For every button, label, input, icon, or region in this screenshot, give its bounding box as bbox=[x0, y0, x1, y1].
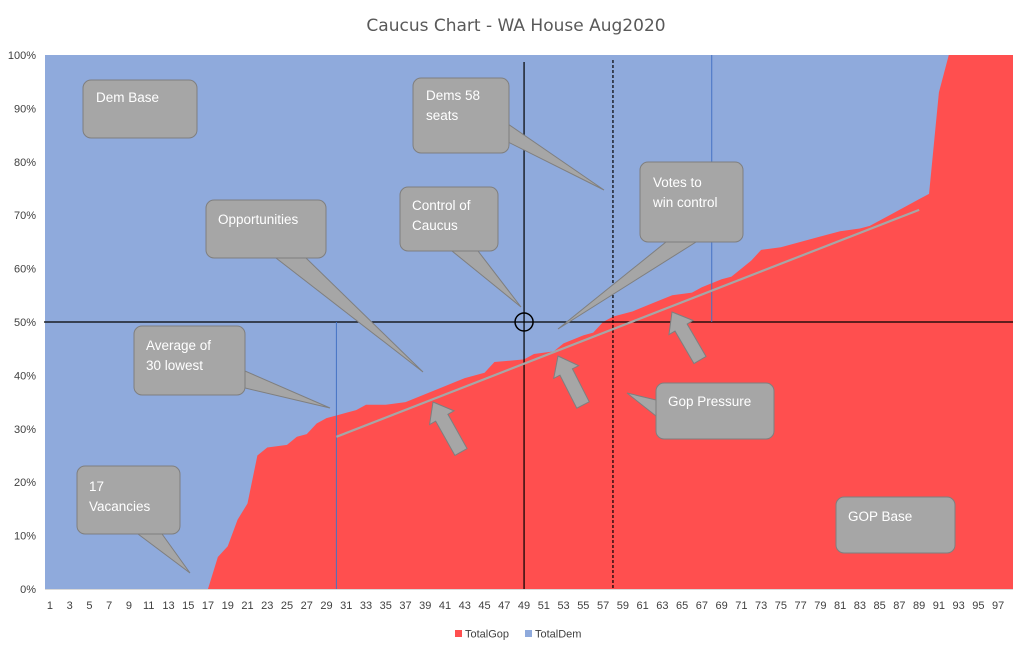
x-tick-label: 1 bbox=[47, 600, 53, 612]
y-tick-label: 100% bbox=[8, 50, 36, 62]
gop-pressure-arrow-1 bbox=[428, 401, 468, 457]
callout-label-average: 30 lowest bbox=[146, 358, 203, 373]
x-tick-label: 79 bbox=[814, 600, 826, 612]
y-tick-label: 60% bbox=[14, 264, 36, 276]
x-tick-label: 39 bbox=[419, 600, 431, 612]
callout-box-vacancies bbox=[76, 465, 181, 535]
x-tick-label: 45 bbox=[478, 600, 490, 612]
x-tick-label: 43 bbox=[459, 600, 471, 612]
x-tick-label: 37 bbox=[399, 600, 411, 612]
x-tick-label: 11 bbox=[143, 600, 154, 612]
y-tick-label: 90% bbox=[14, 103, 36, 115]
callout-label-vacancies: Vacancies bbox=[89, 499, 151, 514]
y-tick-label: 10% bbox=[14, 531, 36, 543]
callout-join-dems-58 bbox=[480, 124, 508, 128]
y-tick-label: 40% bbox=[14, 370, 36, 382]
callout-label-dem-base: Dem Base bbox=[96, 90, 159, 105]
x-tick-label: 3 bbox=[67, 600, 73, 612]
callout-label-dems-58: seats bbox=[426, 108, 459, 123]
callout-box-gop-base bbox=[835, 496, 956, 554]
callout-label-average: Average of bbox=[146, 338, 211, 353]
x-tick-label: 61 bbox=[636, 600, 648, 612]
x-tick-label: 31 bbox=[340, 600, 352, 612]
callout-box-opportunities bbox=[205, 199, 327, 259]
callout-label-votes: Votes to bbox=[653, 175, 702, 190]
gop-pressure-arrow-3 bbox=[668, 311, 707, 365]
x-tick-label: 75 bbox=[775, 600, 787, 612]
axes: 0%10%20%30%40%50%60%70%80%90%100%1 3 5 7 9 11… bbox=[8, 50, 1013, 612]
callout-box-dem-base bbox=[82, 79, 198, 139]
annotations: Dem Base Dems 58 seats Opportunities Control… bbox=[76, 77, 956, 574]
x-tick-label: 21 bbox=[241, 600, 253, 612]
legend-swatch-totalgop bbox=[455, 630, 462, 637]
x-tick-label: 77 bbox=[795, 600, 807, 612]
x-tick-label: 63 bbox=[656, 600, 668, 612]
x-tick-label: 5 bbox=[86, 600, 92, 612]
series-area-totalgop bbox=[45, 55, 1013, 589]
x-tick-label: 93 bbox=[953, 600, 965, 612]
x-tick-label: 19 bbox=[222, 600, 234, 612]
y-tick-label: 70% bbox=[14, 210, 36, 222]
callout-label-control: Control of bbox=[412, 198, 471, 213]
callout-label-gop-pressure: Gop Pressure bbox=[668, 394, 751, 409]
x-tick-label: 23 bbox=[261, 600, 273, 612]
y-tick-label: 80% bbox=[14, 157, 36, 169]
x-tick-label: 47 bbox=[498, 600, 510, 612]
x-tick-label: 65 bbox=[676, 600, 688, 612]
x-tick-label: 25 bbox=[281, 600, 293, 612]
x-tick-label: 9 bbox=[126, 600, 132, 612]
x-tick-label: 69 bbox=[715, 600, 727, 612]
y-tick-label: 50% bbox=[14, 317, 36, 329]
x-tick-label: 15 bbox=[182, 600, 194, 612]
callout-box-control bbox=[399, 186, 499, 252]
legend-label-totaldem: TotalDem bbox=[535, 629, 581, 641]
callout-label-opportunities: Opportunities bbox=[218, 212, 299, 227]
callout-label-dems-58: Dems 58 bbox=[426, 88, 480, 103]
x-tick-label: 13 bbox=[162, 600, 174, 612]
x-tick-label: 51 bbox=[538, 600, 550, 612]
x-tick-label: 35 bbox=[380, 600, 392, 612]
y-tick-label: 20% bbox=[14, 477, 36, 489]
legend-label-totalgop: TotalGop bbox=[465, 629, 509, 641]
callout-label-vacancies: 17 bbox=[89, 479, 104, 494]
x-tick-label: 91 bbox=[933, 600, 945, 612]
x-tick-label: 71 bbox=[735, 600, 747, 612]
x-tick-label: 89 bbox=[913, 600, 925, 612]
x-tick-label: 85 bbox=[874, 600, 886, 612]
y-tick-label: 0% bbox=[20, 584, 36, 596]
x-tick-label: 81 bbox=[834, 600, 846, 612]
x-tick-label: 27 bbox=[301, 600, 313, 612]
gop-pressure-arrow-2 bbox=[553, 355, 590, 409]
x-tick-label: 17 bbox=[202, 600, 214, 612]
legend-swatch-totaldem bbox=[525, 630, 532, 637]
x-tick-label: 67 bbox=[696, 600, 708, 612]
trendline bbox=[335, 208, 920, 438]
callout-box-votes bbox=[639, 161, 744, 243]
callout-box-dems-58 bbox=[412, 77, 510, 154]
x-tick-label: 83 bbox=[854, 600, 866, 612]
x-tick-label: 53 bbox=[557, 600, 569, 612]
callout-box-gop-pressure bbox=[655, 382, 775, 440]
x-tick-label: 95 bbox=[972, 600, 984, 612]
control-point-marker bbox=[514, 312, 534, 332]
x-tick-label: 55 bbox=[577, 600, 589, 612]
x-tick-label: 29 bbox=[320, 600, 332, 612]
x-tick-label: 7 bbox=[106, 600, 112, 612]
x-tick-label: 73 bbox=[755, 600, 767, 612]
chart-title: Caucus Chart - WA House Aug2020 bbox=[366, 16, 665, 36]
x-tick-label: 59 bbox=[617, 600, 629, 612]
legend: TotalGop TotalDem bbox=[455, 629, 581, 641]
y-tick-label: 30% bbox=[14, 424, 36, 436]
x-tick-label: 49 bbox=[518, 600, 530, 612]
callout-box-average bbox=[133, 325, 246, 396]
x-tick-label: 57 bbox=[597, 600, 609, 612]
x-tick-label: 33 bbox=[360, 600, 372, 612]
callout-label-control: Caucus bbox=[412, 218, 458, 233]
callout-label-votes: win control bbox=[652, 195, 718, 210]
x-tick-label: 87 bbox=[893, 600, 905, 612]
x-tick-label: 97 bbox=[992, 600, 1004, 612]
x-tick-label: 41 bbox=[439, 600, 451, 612]
callout-label-gop-base: GOP Base bbox=[848, 509, 912, 524]
